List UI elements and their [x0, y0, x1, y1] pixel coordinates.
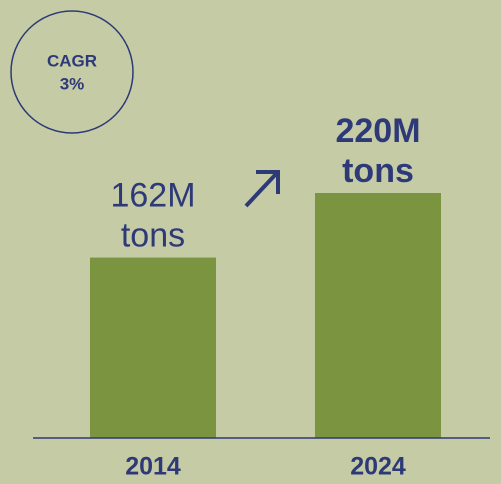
cagr-value: 3%	[60, 74, 85, 93]
cagr-circle	[10, 10, 134, 134]
cagr-label: CAGR	[47, 51, 97, 70]
x-tick-label: 2014	[125, 453, 181, 481]
growth-arrow	[244, 170, 280, 208]
x-tick-label: 2024	[350, 453, 406, 481]
bar	[90, 257, 216, 438]
value-label: 162M tons	[110, 177, 195, 255]
value-label: 220M tons	[335, 112, 420, 190]
bar	[315, 193, 441, 438]
